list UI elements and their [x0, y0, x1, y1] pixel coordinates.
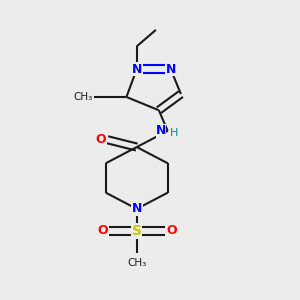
Text: O: O — [97, 224, 108, 238]
Text: N: N — [132, 62, 142, 76]
Text: S: S — [132, 224, 142, 238]
Text: O: O — [166, 224, 176, 238]
Text: N: N — [132, 202, 142, 215]
Text: O: O — [95, 133, 106, 146]
Text: CH₃: CH₃ — [73, 92, 93, 102]
Text: CH₃: CH₃ — [127, 258, 146, 268]
Text: N: N — [156, 124, 166, 137]
Text: H: H — [170, 128, 178, 138]
Text: N: N — [165, 62, 176, 76]
